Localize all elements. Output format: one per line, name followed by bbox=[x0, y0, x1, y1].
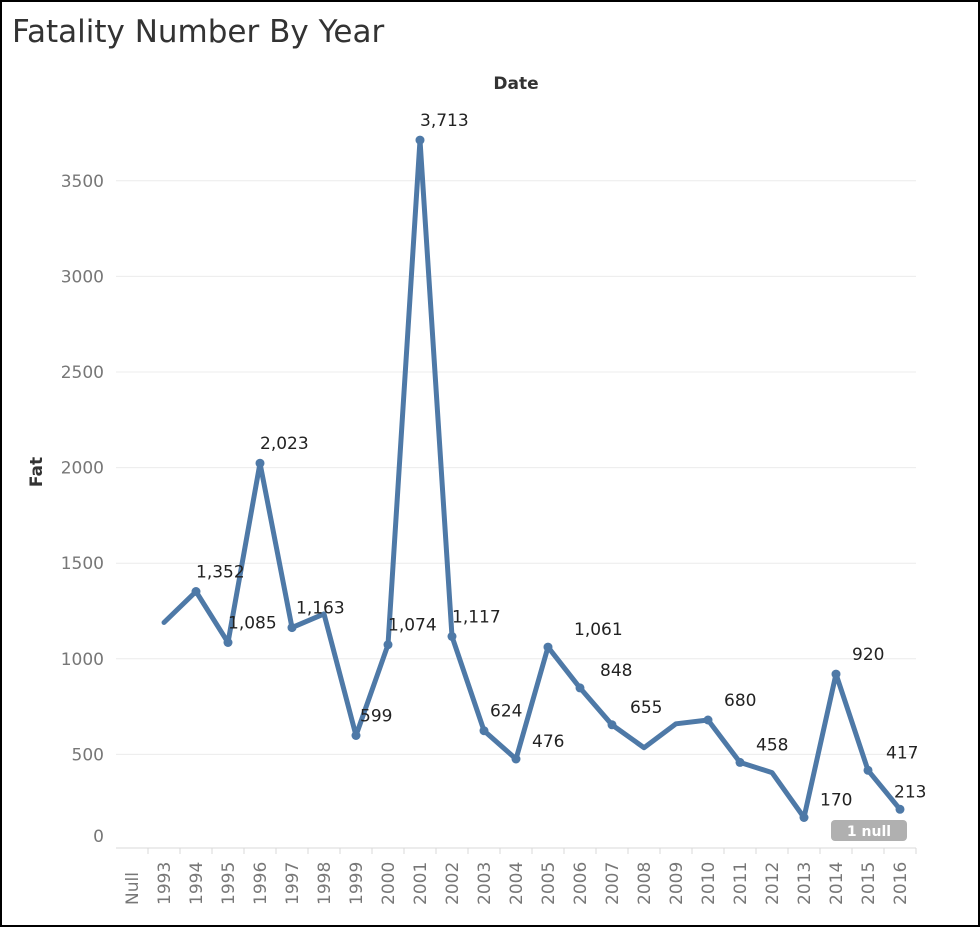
data-point[interactable] bbox=[511, 754, 521, 764]
data-label: 655 bbox=[630, 698, 662, 718]
x-tick-label: 1997 bbox=[283, 862, 303, 905]
x-tick-label: 1994 bbox=[187, 862, 207, 905]
data-point[interactable] bbox=[831, 669, 841, 679]
data-point[interactable] bbox=[223, 638, 233, 647]
x-tick-label: Null bbox=[123, 872, 143, 905]
y-tick-label: 3000 bbox=[61, 267, 104, 287]
x-tick-label: 2007 bbox=[603, 862, 623, 905]
x-tick-label: 1993 bbox=[155, 862, 175, 905]
y-tick-label: 2500 bbox=[61, 363, 104, 383]
data-labels: 1,352 1,085 2,023 1,163 599 1,074 3,713 1,117 62… bbox=[196, 111, 926, 810]
x-tick-label: 2013 bbox=[795, 862, 815, 905]
x-tick-label: 2011 bbox=[731, 862, 751, 905]
x-axis-ticks: Null 1993 1994 1995 1996 1997 1998 1999 2000 2001… bbox=[123, 848, 917, 905]
data-label: 3,713 bbox=[420, 111, 469, 131]
data-point[interactable] bbox=[383, 640, 393, 650]
x-tick-label: 2016 bbox=[891, 862, 911, 905]
data-point[interactable] bbox=[735, 757, 745, 767]
y-tick-label: 500 bbox=[72, 745, 104, 765]
x-tick-label: 1995 bbox=[219, 862, 239, 905]
data-point[interactable] bbox=[607, 720, 617, 730]
null-indicator[interactable]: 1 null bbox=[831, 820, 907, 841]
x-tick-label: 2014 bbox=[827, 862, 847, 905]
x-tick-label: 2002 bbox=[443, 862, 463, 905]
data-point[interactable] bbox=[191, 587, 201, 596]
data-label: 2,023 bbox=[260, 434, 309, 454]
x-tick-label: 2015 bbox=[859, 862, 879, 905]
x-tick-label: 1996 bbox=[251, 862, 271, 905]
y-axis-title: Fat bbox=[27, 457, 47, 487]
data-point[interactable] bbox=[799, 813, 809, 822]
data-label: 213 bbox=[894, 782, 926, 802]
x-tick-label: 1999 bbox=[347, 862, 367, 905]
series-line bbox=[161, 137, 903, 820]
data-point[interactable] bbox=[575, 683, 585, 693]
data-point[interactable] bbox=[479, 726, 489, 736]
x-tick-label: 1998 bbox=[315, 862, 335, 905]
data-point[interactable] bbox=[255, 458, 265, 468]
x-tick-label: 2010 bbox=[699, 862, 719, 905]
data-label: 624 bbox=[490, 702, 522, 722]
data-point[interactable] bbox=[703, 715, 713, 725]
x-tick-label: 2012 bbox=[763, 862, 783, 905]
x-tick-label: 2003 bbox=[475, 862, 495, 905]
x-tick-label: 2008 bbox=[635, 862, 655, 905]
data-label: 599 bbox=[360, 707, 392, 727]
data-label: 458 bbox=[756, 735, 788, 755]
data-points bbox=[191, 135, 905, 822]
data-point[interactable] bbox=[543, 642, 553, 652]
x-tick-label: 2005 bbox=[539, 862, 559, 905]
data-label: 848 bbox=[600, 661, 632, 681]
y-tick-label: 1000 bbox=[61, 650, 104, 670]
gridlines bbox=[116, 180, 916, 755]
null-indicator-label: 1 null bbox=[847, 824, 891, 840]
x-tick-label: 2004 bbox=[507, 862, 527, 905]
y-tick-label: 1500 bbox=[61, 554, 104, 574]
data-label: 1,085 bbox=[228, 614, 277, 634]
y-axis-ticks: 0 500 1000 1500 2000 2500 3000 3500 bbox=[61, 172, 104, 847]
data-label: 417 bbox=[886, 743, 918, 763]
x-tick-label: 2001 bbox=[411, 862, 431, 905]
null-indicator-badge[interactable] bbox=[831, 820, 907, 841]
data-label: 680 bbox=[724, 691, 756, 711]
y-tick-label: 0 bbox=[93, 827, 104, 847]
data-label: 1,074 bbox=[388, 616, 437, 636]
x-tick-label: 2009 bbox=[667, 862, 687, 905]
data-point[interactable] bbox=[351, 731, 361, 740]
data-label: 1,352 bbox=[196, 563, 245, 583]
data-point[interactable] bbox=[447, 631, 457, 641]
data-point[interactable] bbox=[415, 135, 425, 145]
data-point[interactable] bbox=[895, 804, 905, 814]
data-label: 920 bbox=[852, 645, 884, 665]
data-point[interactable] bbox=[863, 765, 873, 775]
x-tick-label: 2006 bbox=[571, 862, 591, 905]
data-label: 1,061 bbox=[574, 620, 623, 640]
data-label: 1,163 bbox=[296, 599, 345, 619]
x-tick-label: 2000 bbox=[379, 862, 399, 905]
y-tick-label: 3500 bbox=[61, 172, 104, 192]
y-tick-label: 2000 bbox=[61, 459, 104, 479]
chart-title: Fatality Number By Year bbox=[12, 14, 385, 50]
data-point[interactable] bbox=[287, 623, 297, 633]
data-label: 1,117 bbox=[452, 607, 501, 627]
x-axis-title: Date bbox=[493, 74, 539, 94]
data-label: 170 bbox=[820, 791, 852, 811]
data-label: 476 bbox=[532, 732, 564, 752]
